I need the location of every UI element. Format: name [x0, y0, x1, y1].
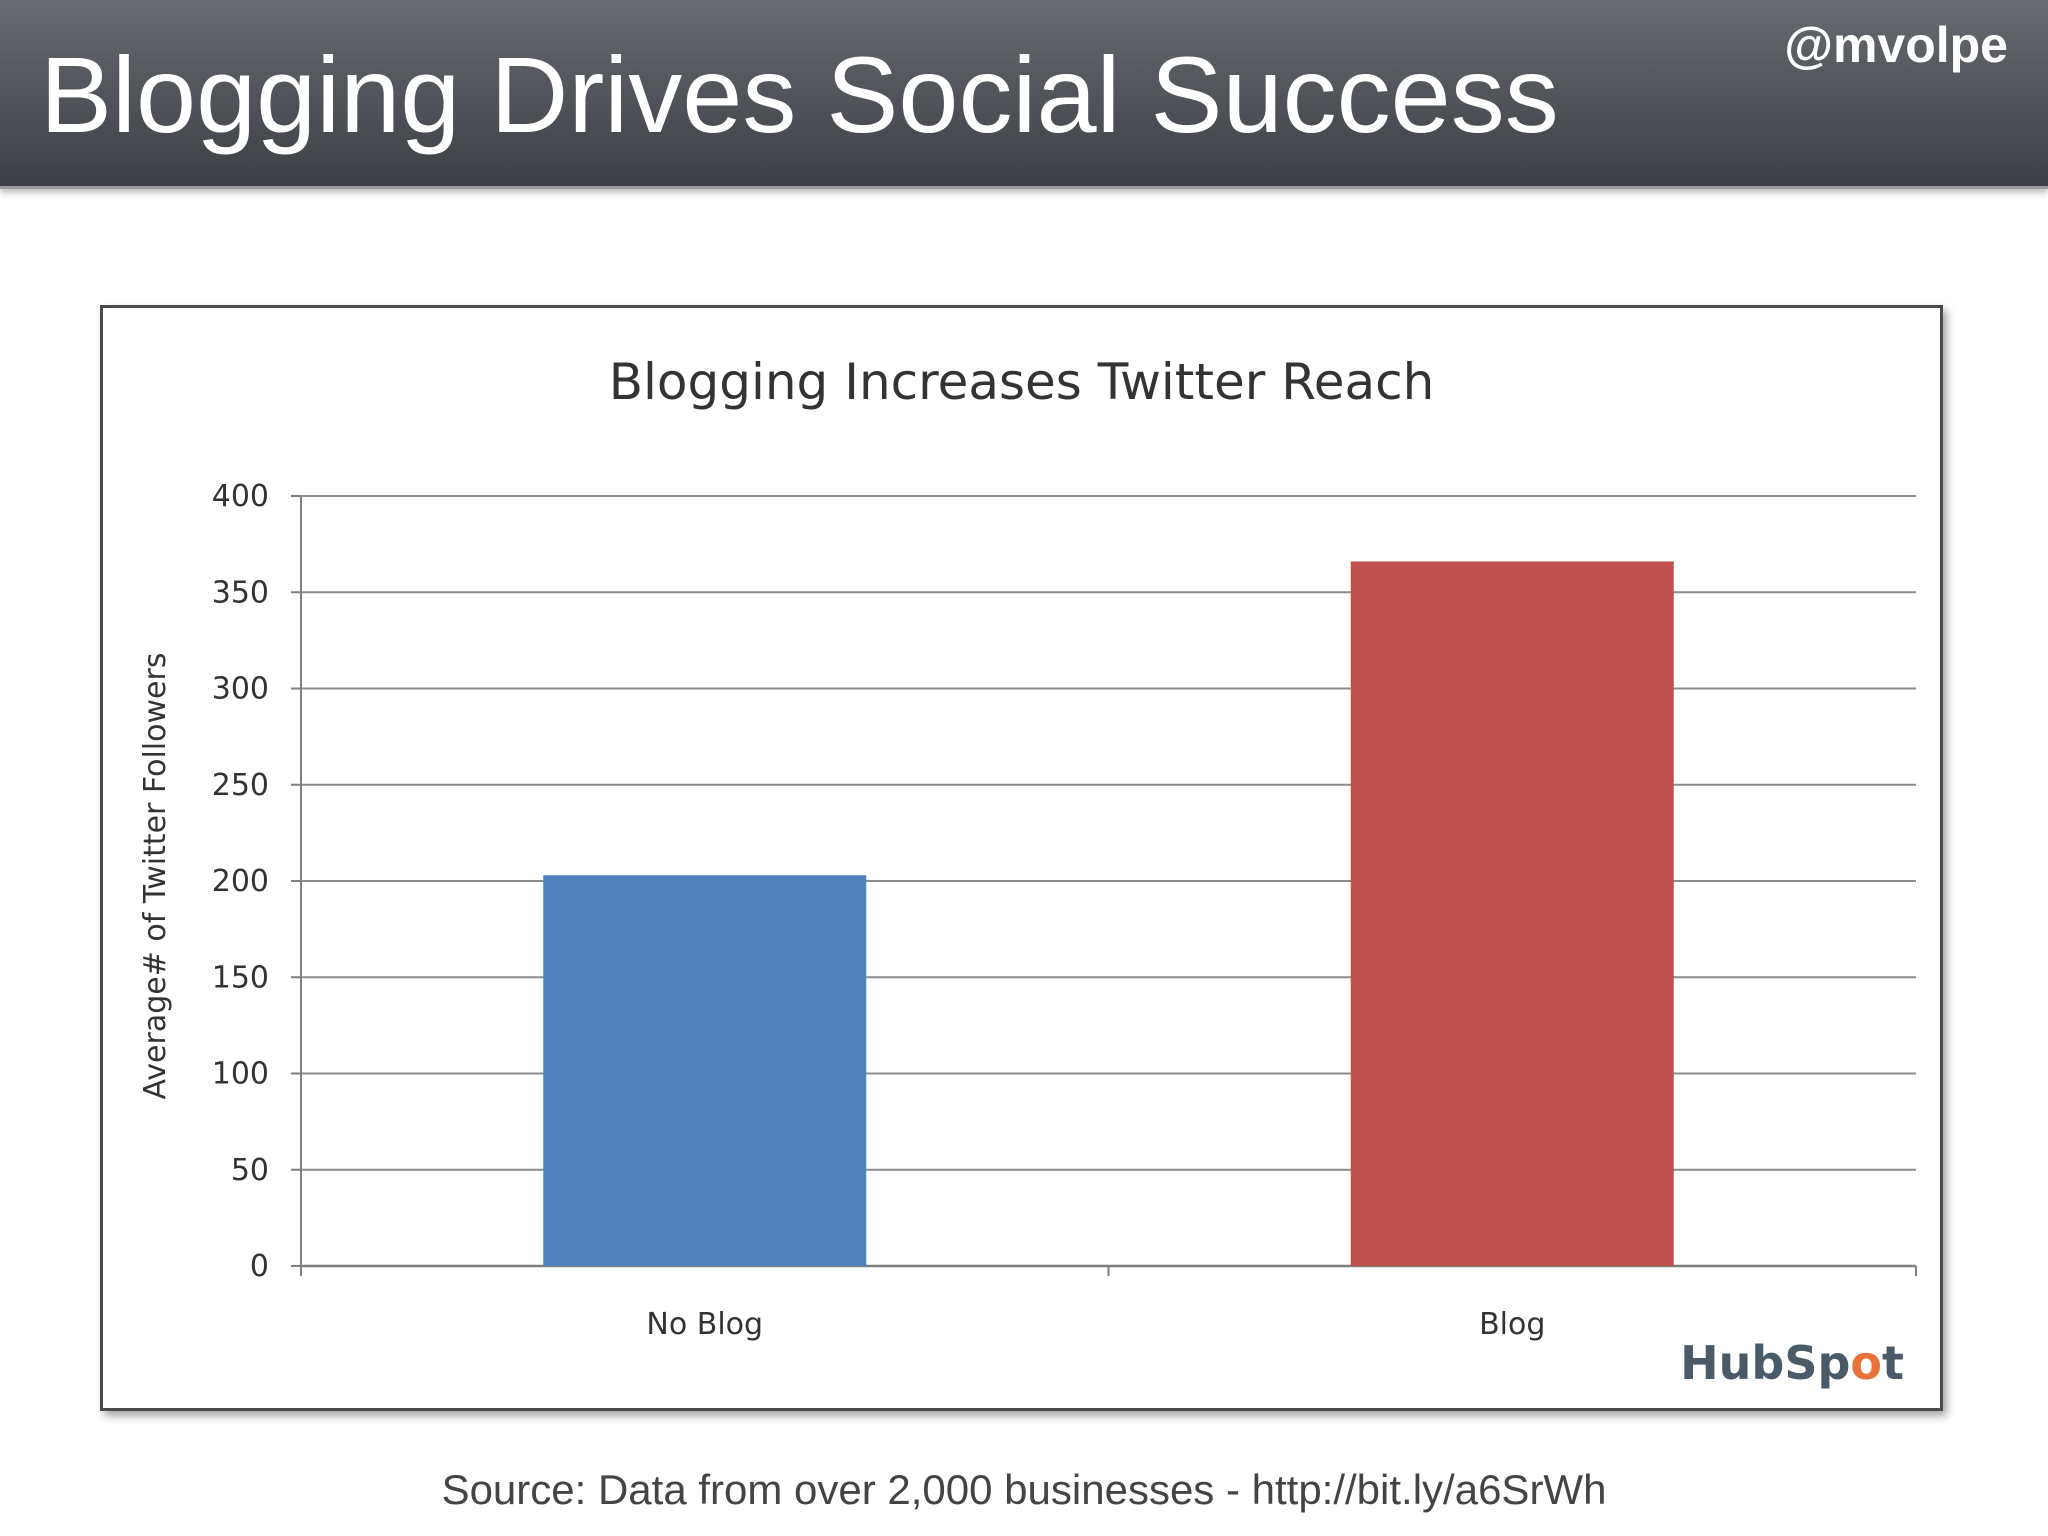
y-tick-label: 0	[250, 1249, 269, 1284]
hubspot-logo: HubSpot	[1680, 1336, 1904, 1390]
y-tick-label: 50	[231, 1153, 269, 1188]
category-label: Blog	[1479, 1307, 1545, 1342]
y-tick-label: 150	[212, 960, 269, 995]
bar-blog	[1350, 561, 1674, 1266]
title-bar: Blogging Drives Social Success @mvolpe	[0, 0, 2048, 189]
y-axis-label: Average# of Twitter Followers	[138, 653, 173, 1100]
slide-title: Blogging Drives Social Success	[40, 34, 1559, 155]
y-tick-label: 200	[212, 864, 269, 899]
y-tick-label: 400	[212, 479, 269, 514]
y-tick-label: 350	[212, 575, 269, 610]
y-tick-label: 300	[212, 672, 269, 707]
y-tick-label: 250	[212, 768, 269, 803]
y-tick-label: 100	[212, 1057, 269, 1092]
chart-title: Blogging Increases Twitter Reach	[608, 353, 1435, 411]
bar-no-blog	[543, 875, 867, 1266]
source-note: Source: Data from over 2,000 businesses …	[441, 1466, 1607, 1513]
category-label: No Blog	[646, 1307, 763, 1342]
chart-frame: Blogging Increases Twitter Reach 0 50 100 1…	[100, 305, 1943, 1411]
sprocket-icon: o	[1850, 1336, 1882, 1390]
twitter-handle: @mvolpe	[1784, 17, 2008, 73]
bar-chart: 0 50 100 150 200 250 300 350 400 No Blog Blog Avera…	[138, 479, 1917, 1342]
